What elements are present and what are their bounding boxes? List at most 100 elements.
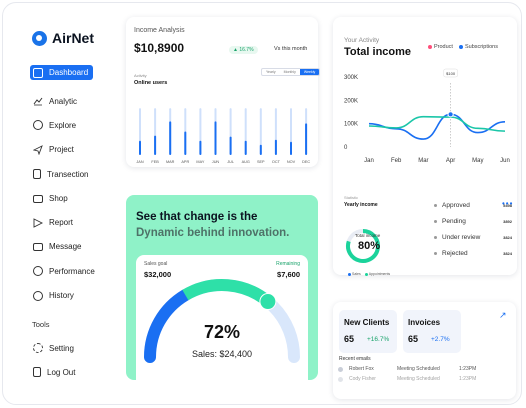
x-tick-label: APR bbox=[181, 160, 189, 164]
brand-logo[interactable]: AirNet bbox=[32, 30, 94, 46]
new-clients-value: 65 bbox=[344, 334, 355, 344]
bar bbox=[199, 140, 202, 155]
gauge-percent: 72% bbox=[203, 322, 241, 342]
donut-legend: Sales Appointments bbox=[348, 272, 390, 276]
bar-track bbox=[259, 108, 262, 155]
send-icon bbox=[32, 144, 43, 156]
x-tick-label: FEB bbox=[151, 160, 159, 164]
tools-title: Tools bbox=[32, 320, 50, 329]
growth-badge: ▲ 16.7% bbox=[229, 46, 258, 54]
avatar bbox=[338, 366, 343, 372]
remaining-label: Remaining bbox=[276, 261, 300, 267]
avatar bbox=[338, 376, 343, 382]
x-tick-label: OCT bbox=[272, 160, 281, 164]
recent-emails-title: Recent emails bbox=[339, 356, 371, 362]
toggle-monthly[interactable]: Monthly bbox=[283, 70, 296, 74]
email-time: 1:23PM bbox=[459, 366, 477, 372]
sidebar-item-label: Message bbox=[49, 242, 82, 252]
more-options-icon[interactable]: ••• bbox=[502, 199, 514, 208]
sidebar-item-dashboard[interactable]: Dashboard bbox=[30, 65, 93, 80]
gear-icon bbox=[33, 343, 43, 354]
y-tick-label: 100K bbox=[344, 122, 358, 128]
gauge-knob bbox=[259, 293, 277, 311]
sidebar-item-message[interactable]: Message bbox=[30, 235, 96, 259]
legend-appointments: Appointments bbox=[364, 272, 390, 276]
legend-product: Product bbox=[428, 44, 453, 50]
sidebar-item-transection[interactable]: Transection bbox=[30, 162, 96, 186]
email-time: 1:23PM bbox=[459, 376, 477, 382]
period-toggle: Yearly Monthly Weekly bbox=[261, 68, 321, 76]
total-income-line-chart: 300K 200K 100K 0 Jan Feb Mar Apr May Jun $100 bbox=[344, 68, 510, 263]
invoices-label: Invoices bbox=[408, 318, 441, 327]
bar bbox=[259, 144, 262, 155]
tooltip-box bbox=[443, 68, 458, 78]
sidebar-item-history[interactable]: History bbox=[30, 283, 96, 307]
sidebar-item-label: Log Out bbox=[47, 367, 76, 377]
bar bbox=[139, 140, 141, 155]
stat-approved: Approved 5498 bbox=[434, 202, 512, 209]
external-link-icon[interactable]: ↗ bbox=[499, 310, 507, 320]
email-row[interactable]: Robert Fox Meeting Scheduled 1:23PM bbox=[338, 364, 482, 374]
invoices-value: 65 bbox=[408, 334, 419, 344]
email-subject: Meeting Scheduled bbox=[397, 376, 440, 382]
sidebar-item-label: Explore bbox=[49, 120, 77, 130]
gauge-icon bbox=[33, 266, 43, 277]
bar bbox=[214, 121, 217, 155]
income-value: $10,8900 bbox=[134, 41, 185, 55]
x-tick-label: Jun bbox=[500, 158, 510, 164]
bar bbox=[229, 136, 232, 155]
x-tick-label: Feb bbox=[391, 158, 402, 164]
donut-label: Total income bbox=[355, 233, 381, 238]
sidebar-nav: Dashboard Analytic Explore Project Trans… bbox=[30, 65, 96, 308]
toggle-yearly[interactable]: Yearly bbox=[266, 70, 276, 74]
chart-legend: Product Subscriptions bbox=[428, 44, 498, 50]
bar bbox=[154, 135, 157, 155]
stat-under-review: Under review 3824 bbox=[434, 234, 512, 241]
y-tick-label: 300K bbox=[344, 75, 358, 81]
x-tick-label: JUN bbox=[212, 160, 220, 164]
sidebar-item-label: Performance bbox=[49, 266, 95, 276]
sidebar-item-label: History bbox=[49, 291, 74, 301]
sidebar-item-logout[interactable]: Log Out bbox=[30, 360, 96, 384]
sales-gauge bbox=[144, 279, 300, 363]
sidebar-item-label: Project bbox=[49, 145, 74, 155]
x-tick-label: AUG bbox=[242, 160, 250, 164]
yearly-income-title: Yearly income bbox=[344, 202, 378, 208]
hover-point bbox=[447, 111, 454, 118]
bar bbox=[184, 131, 187, 155]
document-icon bbox=[33, 169, 41, 180]
sales-goal-value: $32,000 bbox=[144, 270, 172, 279]
sidebar-item-explore[interactable]: Explore bbox=[30, 113, 96, 137]
invoices-box[interactable]: Invoices 65 +2.7% bbox=[403, 310, 461, 353]
bar bbox=[274, 139, 277, 155]
sidebar-item-setting[interactable]: Setting bbox=[30, 336, 96, 360]
sales-amount: Sales: $24,400 bbox=[191, 349, 253, 359]
y-tick-label: 0 bbox=[344, 145, 348, 151]
sales-gauge-panel: Sales goal $32,000 Remaining $7,600 72% … bbox=[136, 255, 308, 380]
donut-arc bbox=[346, 229, 380, 263]
promo-line-2: Dynamic behind innovation. bbox=[136, 227, 290, 239]
sidebar-item-report[interactable]: Report bbox=[30, 210, 96, 234]
compass-icon bbox=[33, 120, 43, 131]
sidebar-item-shop[interactable]: Shop bbox=[30, 186, 96, 210]
email-row[interactable]: Cody Fisher Meeting Scheduled 1:23PM bbox=[338, 374, 482, 384]
x-tick-label: JAN bbox=[136, 160, 143, 164]
toggle-weekly[interactable]: Weekly bbox=[299, 69, 320, 75]
gauge-progress bbox=[144, 289, 192, 363]
line-chart-icon bbox=[33, 96, 43, 106]
sidebar-tools: Setting Log Out bbox=[30, 336, 96, 385]
activity-subtitle: Activity bbox=[134, 73, 147, 78]
bar bbox=[290, 141, 292, 155]
bar bbox=[169, 121, 172, 155]
clock-icon bbox=[33, 290, 43, 301]
remaining-value: $7,600 bbox=[277, 270, 300, 279]
grid-icon bbox=[33, 67, 43, 78]
sidebar-item-analytic[interactable]: Analytic bbox=[30, 89, 96, 113]
sidebar-item-project[interactable]: Project bbox=[30, 138, 96, 162]
series-line-product bbox=[368, 113, 506, 140]
legend-subscriptions: Subscriptions bbox=[458, 44, 498, 50]
new-clients-box[interactable]: New Clients 65 +16.7% bbox=[339, 310, 397, 353]
sidebar-item-performance[interactable]: Performance bbox=[30, 259, 96, 283]
activity-title: Your Activity bbox=[344, 37, 380, 44]
x-tick-label: Mar bbox=[418, 158, 428, 164]
